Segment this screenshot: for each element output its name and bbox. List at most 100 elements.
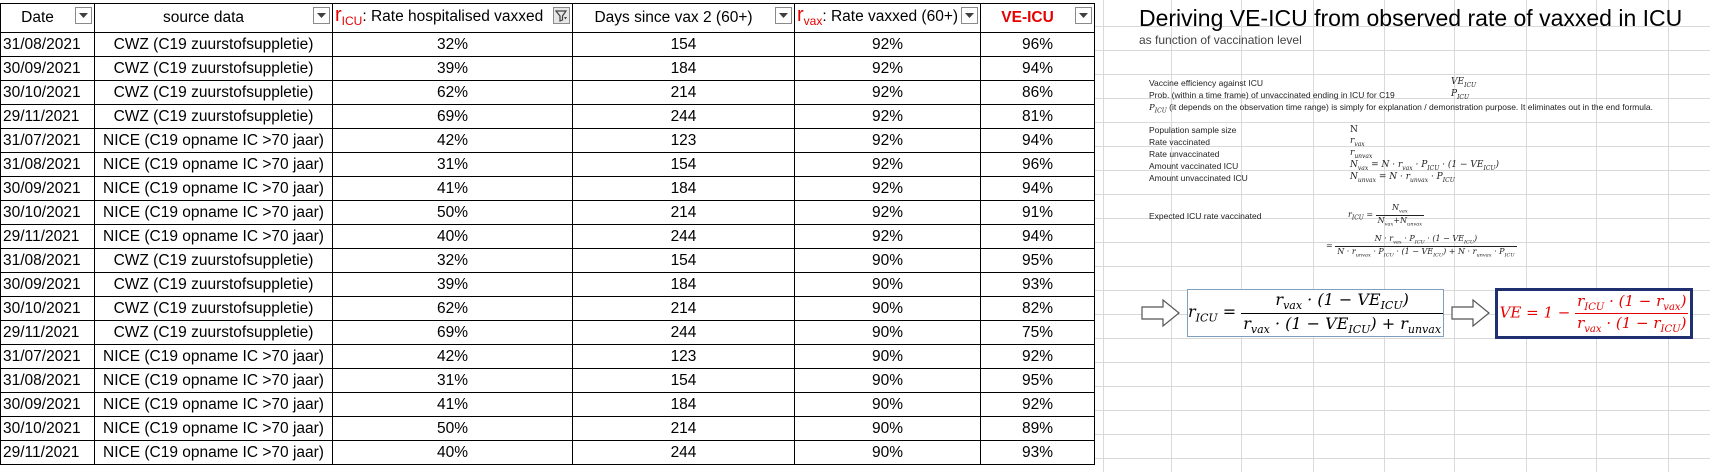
cell-r-icu[interactable]: 40% <box>332 440 573 465</box>
cell-source[interactable]: CWZ (C19 zuurstofsuppletie) <box>94 32 333 57</box>
cell-source[interactable]: CWZ (C19 zuurstofsuppletie) <box>94 104 333 129</box>
cell-r-icu[interactable]: 42% <box>332 344 573 369</box>
cell-ve[interactable]: 86% <box>980 80 1096 105</box>
cell-ve[interactable]: 75% <box>980 320 1096 345</box>
cell-date[interactable]: 31/08/2021 <box>0 368 95 393</box>
cell-r-vax[interactable]: 92% <box>793 32 982 57</box>
cell-ve[interactable]: 94% <box>980 224 1096 249</box>
cell-date[interactable]: 30/10/2021 <box>0 200 95 225</box>
cell-ve[interactable]: 94% <box>980 56 1096 81</box>
cell-date[interactable]: 30/09/2021 <box>0 176 95 201</box>
cell-r-vax[interactable]: 92% <box>793 152 982 177</box>
cell-source[interactable]: NICE (C19 opname IC >70 jaar) <box>94 224 333 249</box>
cell-r-icu[interactable]: 40% <box>332 224 573 249</box>
cell-days[interactable]: 214 <box>572 416 795 441</box>
cell-days[interactable]: 184 <box>572 392 795 417</box>
cell-ve[interactable]: 94% <box>980 128 1096 153</box>
cell-r-vax[interactable]: 92% <box>793 176 982 201</box>
cell-date[interactable]: 29/11/2021 <box>0 440 95 465</box>
cell-days[interactable]: 184 <box>572 56 795 81</box>
cell-days[interactable]: 214 <box>572 80 795 105</box>
cell-date[interactable]: 31/07/2021 <box>0 344 95 369</box>
cell-r-icu[interactable]: 62% <box>332 296 573 321</box>
cell-date[interactable]: 30/10/2021 <box>0 416 95 441</box>
cell-date[interactable]: 29/11/2021 <box>0 104 95 129</box>
header-ve-icu[interactable]: VE-ICU <box>980 3 1096 33</box>
header-date[interactable]: Date <box>0 3 95 33</box>
cell-r-vax[interactable]: 92% <box>793 128 982 153</box>
cell-date[interactable]: 30/09/2021 <box>0 56 95 81</box>
cell-r-icu[interactable]: 32% <box>332 248 573 273</box>
cell-source[interactable]: NICE (C19 opname IC >70 jaar) <box>94 440 333 465</box>
cell-source[interactable]: NICE (C19 opname IC >70 jaar) <box>94 416 333 441</box>
cell-r-vax[interactable]: 90% <box>793 344 982 369</box>
cell-r-icu[interactable]: 31% <box>332 152 573 177</box>
cell-r-icu[interactable]: 41% <box>332 176 573 201</box>
cell-days[interactable]: 244 <box>572 320 795 345</box>
cell-r-icu[interactable]: 39% <box>332 56 573 81</box>
cell-r-vax[interactable]: 90% <box>793 440 982 465</box>
cell-ve[interactable]: 96% <box>980 32 1096 57</box>
cell-date[interactable]: 30/10/2021 <box>0 80 95 105</box>
cell-source[interactable]: CWZ (C19 zuurstofsuppletie) <box>94 56 333 81</box>
cell-date[interactable]: 29/11/2021 <box>0 224 95 249</box>
cell-ve[interactable]: 93% <box>980 440 1096 465</box>
cell-days[interactable]: 184 <box>572 176 795 201</box>
cell-ve[interactable]: 95% <box>980 368 1096 393</box>
cell-source[interactable]: NICE (C19 opname IC >70 jaar) <box>94 176 333 201</box>
cell-ve[interactable]: 95% <box>980 248 1096 273</box>
cell-ve[interactable]: 81% <box>980 104 1096 129</box>
cell-r-icu[interactable]: 50% <box>332 416 573 441</box>
cell-days[interactable]: 154 <box>572 248 795 273</box>
cell-r-vax[interactable]: 92% <box>793 56 982 81</box>
cell-ve[interactable]: 96% <box>980 152 1096 177</box>
cell-r-icu[interactable]: 69% <box>332 320 573 345</box>
cell-ve[interactable]: 91% <box>980 200 1096 225</box>
cell-ve[interactable]: 92% <box>980 392 1096 417</box>
filter-dropdown-icon[interactable] <box>775 7 792 24</box>
cell-source[interactable]: CWZ (C19 zuurstofsuppletie) <box>94 80 333 105</box>
cell-date[interactable]: 31/08/2021 <box>0 32 95 57</box>
cell-days[interactable]: 244 <box>572 440 795 465</box>
cell-date[interactable]: 31/07/2021 <box>0 128 95 153</box>
cell-date[interactable]: 30/09/2021 <box>0 392 95 417</box>
cell-days[interactable]: 214 <box>572 200 795 225</box>
cell-r-icu[interactable]: 31% <box>332 368 573 393</box>
cell-date[interactable]: 30/09/2021 <box>0 272 95 297</box>
cell-source[interactable]: NICE (C19 opname IC >70 jaar) <box>94 200 333 225</box>
filter-dropdown-icon[interactable] <box>1075 7 1093 24</box>
header-r-icu[interactable]: rICU: Rate hospitalised vaxxed <box>332 3 573 33</box>
cell-ve[interactable]: 94% <box>980 176 1096 201</box>
cell-r-vax[interactable]: 90% <box>793 272 982 297</box>
cell-r-vax[interactable]: 90% <box>793 392 982 417</box>
cell-source[interactable]: NICE (C19 opname IC >70 jaar) <box>94 128 333 153</box>
filter-dropdown-icon[interactable] <box>75 7 92 24</box>
cell-r-icu[interactable]: 32% <box>332 32 573 57</box>
cell-r-vax[interactable]: 92% <box>793 200 982 225</box>
cell-source[interactable]: CWZ (C19 zuurstofsuppletie) <box>94 272 333 297</box>
cell-days[interactable]: 244 <box>572 224 795 249</box>
cell-days[interactable]: 154 <box>572 32 795 57</box>
cell-r-icu[interactable]: 69% <box>332 104 573 129</box>
cell-r-icu[interactable]: 39% <box>332 272 573 297</box>
filter-dropdown-icon[interactable] <box>961 7 979 24</box>
cell-source[interactable]: CWZ (C19 zuurstofsuppletie) <box>94 320 333 345</box>
cell-days[interactable]: 154 <box>572 368 795 393</box>
cell-days[interactable]: 244 <box>572 104 795 129</box>
cell-source[interactable]: CWZ (C19 zuurstofsuppletie) <box>94 296 333 321</box>
cell-ve[interactable]: 93% <box>980 272 1096 297</box>
cell-date[interactable]: 30/10/2021 <box>0 296 95 321</box>
cell-date[interactable]: 31/08/2021 <box>0 152 95 177</box>
cell-r-icu[interactable]: 62% <box>332 80 573 105</box>
cell-r-vax[interactable]: 90% <box>793 248 982 273</box>
cell-source[interactable]: CWZ (C19 zuurstofsuppletie) <box>94 248 333 273</box>
cell-days[interactable]: 214 <box>572 296 795 321</box>
cell-source[interactable]: NICE (C19 opname IC >70 jaar) <box>94 152 333 177</box>
header-days[interactable]: Days since vax 2 (60+) <box>572 3 795 33</box>
cell-r-icu[interactable]: 42% <box>332 128 573 153</box>
cell-r-vax[interactable]: 90% <box>793 416 982 441</box>
cell-date[interactable]: 31/08/2021 <box>0 248 95 273</box>
cell-source[interactable]: NICE (C19 opname IC >70 jaar) <box>94 344 333 369</box>
cell-ve[interactable]: 82% <box>980 296 1096 321</box>
